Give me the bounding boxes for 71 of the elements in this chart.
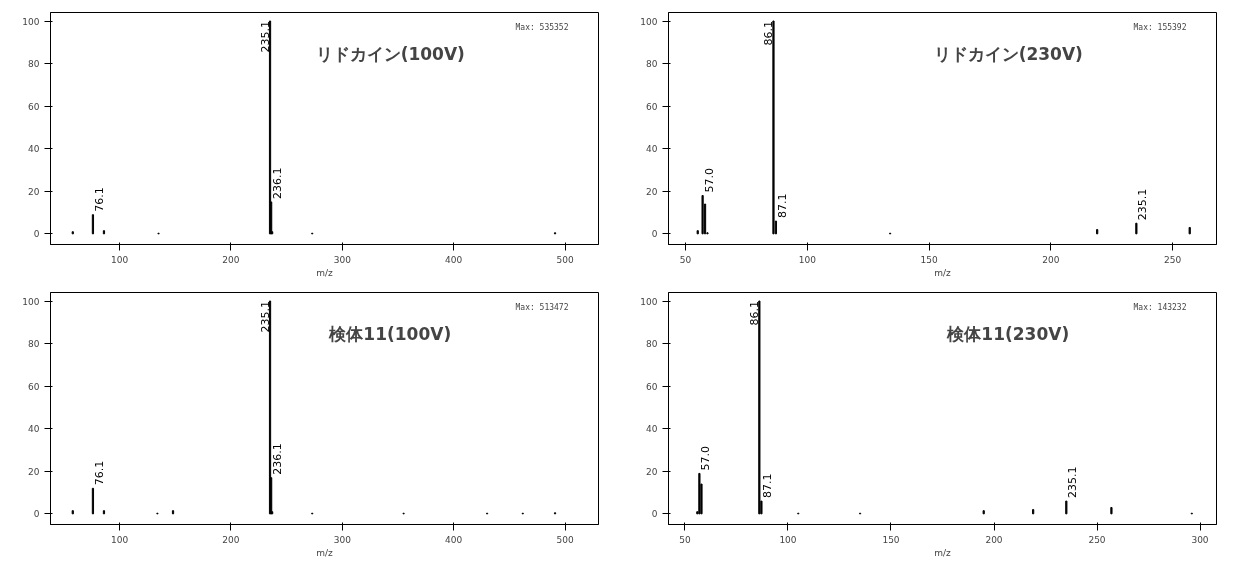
- annotation: Max: 513472: [515, 302, 569, 312]
- y-tick-label: 0: [651, 229, 658, 240]
- x-tick-label: 100: [110, 254, 129, 265]
- y-tick-label: 80: [28, 59, 40, 70]
- y-tick-label: 40: [28, 144, 40, 155]
- y-tick-label: 80: [646, 339, 658, 350]
- y-tick-label: 60: [28, 101, 40, 112]
- annotation: 235.1: [259, 301, 273, 333]
- y-tick-label: 60: [28, 381, 40, 392]
- x-tick-label: 250: [1164, 254, 1182, 265]
- x-axis-title: m/z: [934, 267, 952, 278]
- y-tick-label: 20: [646, 186, 658, 197]
- y-tick-label: 40: [646, 144, 658, 155]
- x-tick-label: 200: [222, 254, 240, 265]
- y-tick-label: 40: [646, 424, 658, 435]
- annotation: 87.1: [775, 193, 789, 219]
- annotation: 236.1: [271, 167, 285, 199]
- annotation: 86.1: [762, 21, 776, 46]
- text: 検体11(100V): [328, 324, 452, 345]
- y-tick-label: 0: [651, 509, 658, 520]
- x-tick-label: 100: [798, 254, 817, 265]
- annotation: Max: 143232: [1133, 302, 1187, 312]
- y-tick-label: 60: [646, 101, 658, 112]
- annotation: 57.0: [699, 445, 713, 471]
- annotation: Max: 155392: [1133, 22, 1187, 32]
- annotation: 235.1: [1136, 188, 1150, 221]
- x-tick-label: 200: [1042, 254, 1060, 265]
- x-tick-label: 200: [222, 534, 240, 545]
- x-tick-label: 100: [110, 534, 129, 545]
- annotation: 87.1: [761, 473, 775, 499]
- x-axis-title: m/z: [934, 547, 952, 558]
- x-tick-label: 500: [556, 534, 574, 545]
- x-tick-label: 50: [679, 254, 692, 265]
- text: リドカイン(230V): [933, 44, 1083, 65]
- y-tick-label: 60: [646, 381, 658, 392]
- x-axis-title: m/z: [316, 547, 334, 558]
- y-tick-label: 80: [646, 59, 658, 70]
- annotation: 236.1: [271, 443, 285, 475]
- annotation: 76.1: [92, 460, 106, 486]
- y-tick-label: 80: [28, 339, 40, 350]
- x-tick-label: 300: [333, 534, 352, 545]
- x-tick-label: 400: [445, 254, 463, 265]
- y-tick-label: 40: [28, 424, 40, 435]
- x-axis-title: m/z: [316, 267, 334, 278]
- x-tick-label: 200: [985, 534, 1003, 545]
- annotation: 235.1: [1066, 466, 1080, 499]
- y-tick-label: 20: [28, 186, 40, 197]
- text: 検体11(230V): [946, 324, 1070, 345]
- y-tick-label: 100: [22, 296, 40, 307]
- x-tick-label: 100: [779, 534, 797, 545]
- y-tick-label: 100: [640, 16, 658, 27]
- x-tick-label: 50: [679, 534, 691, 545]
- y-tick-label: 100: [22, 16, 40, 27]
- x-tick-label: 400: [445, 534, 463, 545]
- y-tick-label: 0: [33, 229, 40, 240]
- y-tick-label: 100: [640, 296, 658, 307]
- annotation: 76.1: [92, 187, 106, 212]
- annotation: Max: 535352: [515, 22, 569, 32]
- annotation: 57.0: [702, 168, 716, 193]
- annotation: 86.1: [748, 301, 762, 326]
- x-tick-label: 300: [333, 254, 352, 265]
- x-tick-label: 150: [920, 254, 938, 265]
- y-tick-label: 20: [28, 466, 40, 477]
- text: リドカイン(100V): [315, 44, 465, 65]
- x-tick-label: 150: [882, 534, 900, 545]
- annotation: 235.1: [259, 21, 273, 53]
- x-tick-label: 300: [1191, 534, 1209, 545]
- y-tick-label: 20: [646, 466, 658, 477]
- x-tick-label: 500: [556, 254, 574, 265]
- y-tick-label: 0: [33, 509, 40, 520]
- x-tick-label: 250: [1088, 534, 1106, 545]
